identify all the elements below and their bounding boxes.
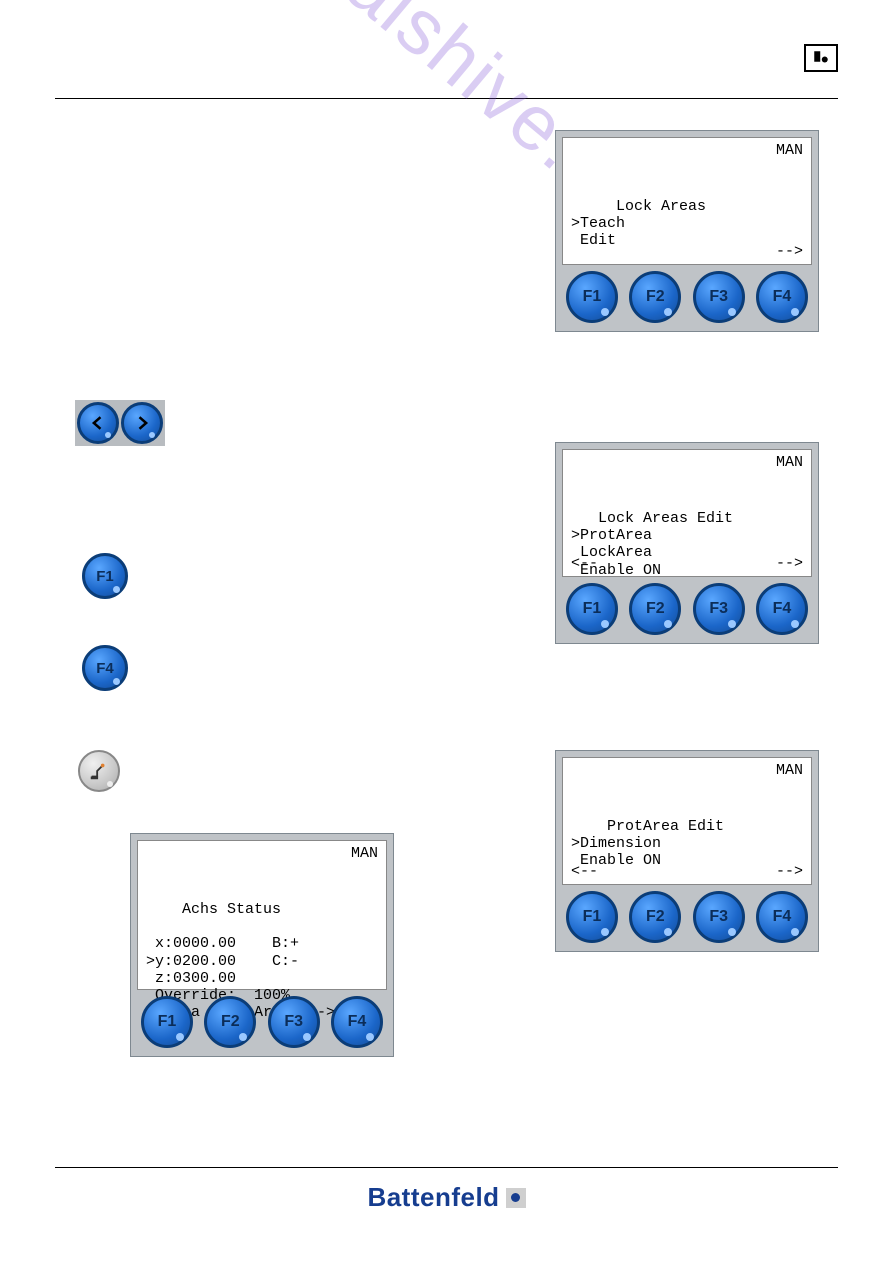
f2-button[interactable]: F2: [629, 891, 681, 943]
mode-label: MAN: [776, 454, 803, 471]
f3-button[interactable]: F3: [268, 996, 320, 1048]
lcd-body: ProtArea Edit >Dimension Enable ON: [571, 818, 803, 870]
right-arrow-button[interactable]: [121, 402, 163, 444]
top-rule: [55, 98, 838, 99]
screen-lock-areas-edit: MAN Lock Areas Edit >ProtArea LockArea E…: [555, 442, 819, 644]
f3-button[interactable]: F3: [693, 271, 745, 323]
brand-mark-icon: [506, 1188, 526, 1208]
f2-button[interactable]: F2: [629, 271, 681, 323]
f4-button[interactable]: F4: [756, 891, 808, 943]
lcd-body: Lock Areas >Teach Edit: [571, 198, 803, 250]
lcd-display: MAN Achs Status x:0000.00 B:+ >y:0200.00…: [137, 840, 387, 990]
left-arrow-button[interactable]: [77, 402, 119, 444]
f4-button[interactable]: F4: [756, 271, 808, 323]
f4-button[interactable]: F4: [756, 583, 808, 635]
page-footer: Battenfeld: [55, 1167, 838, 1213]
lcd-display: MAN Lock Areas Edit >ProtArea LockArea E…: [562, 449, 812, 577]
f1-button[interactable]: F1: [566, 583, 618, 635]
page-content: manualshive.com MAN Lock Areas >Teach Ed…: [0, 0, 893, 99]
brand-text: Battenfeld: [367, 1182, 499, 1213]
screen-protarea-edit: MAN ProtArea Edit >Dimension Enable ON <…: [555, 750, 819, 952]
f1-button[interactable]: F1: [566, 271, 618, 323]
f2-button[interactable]: F2: [629, 583, 681, 635]
f2-button[interactable]: F2: [204, 996, 256, 1048]
mode-label: MAN: [776, 762, 803, 779]
screen-lock-areas: MAN Lock Areas >Teach Edit --> F1 F2 F3 …: [555, 130, 819, 332]
f1-button[interactable]: F1: [566, 891, 618, 943]
arrow-left: <--: [571, 863, 598, 880]
f3-button[interactable]: F3: [693, 583, 745, 635]
arrow-buttons: [75, 400, 165, 446]
corner-robot-icon: [804, 44, 838, 72]
lcd-display: MAN ProtArea Edit >Dimension Enable ON <…: [562, 757, 812, 885]
arrow-right: -->: [776, 863, 803, 880]
arrow-right: -->: [776, 555, 803, 572]
lcd-display: MAN Lock Areas >Teach Edit -->: [562, 137, 812, 265]
mode-label: MAN: [351, 845, 378, 862]
f4-button[interactable]: F4: [331, 996, 383, 1048]
robot-button[interactable]: [78, 750, 120, 792]
lcd-arrows: <-- -->: [571, 863, 803, 880]
mode-label: MAN: [776, 142, 803, 159]
lcd-arrows: <-- -->: [571, 555, 803, 572]
brand-logo: Battenfeld: [367, 1182, 525, 1213]
f4-button-inline[interactable]: F4: [82, 645, 128, 691]
f1-button[interactable]: F1: [141, 996, 193, 1048]
arrow-right: -->: [776, 243, 803, 260]
f1-button-inline[interactable]: F1: [82, 553, 128, 599]
screen-achs-status: MAN Achs Status x:0000.00 B:+ >y:0200.00…: [130, 833, 394, 1057]
arrow-left: <--: [571, 555, 598, 572]
lcd-arrows: -->: [571, 243, 803, 260]
f3-button[interactable]: F3: [693, 891, 745, 943]
